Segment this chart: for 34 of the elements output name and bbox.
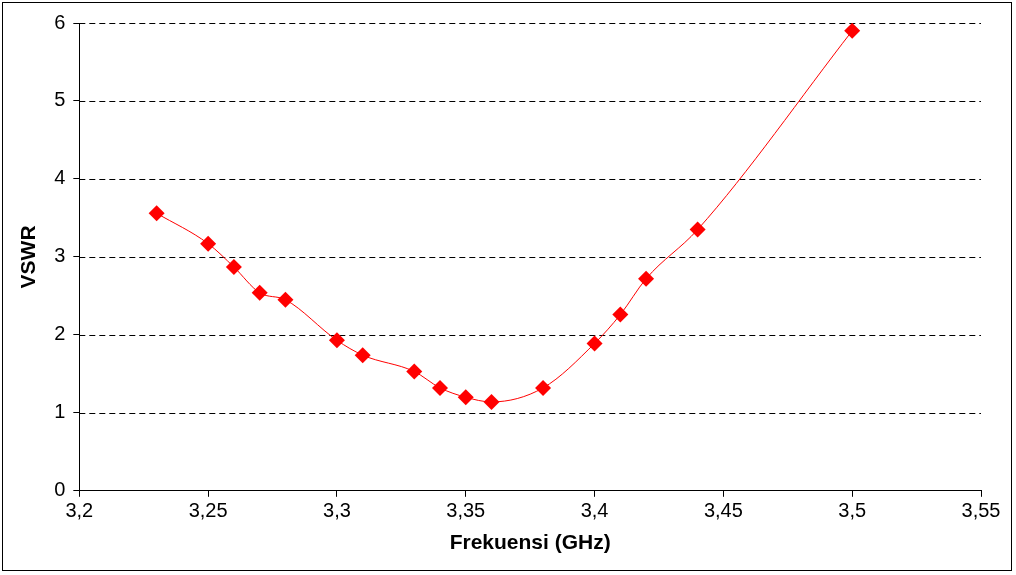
x-tick-label: 3,25: [188, 499, 228, 522]
x-tick-label: 3,3: [323, 499, 351, 522]
y-tick-label: 2: [54, 322, 66, 345]
y-tick-label: 6: [54, 10, 66, 33]
y-tick-label: 3: [54, 244, 66, 267]
point: [612, 306, 629, 323]
point: [457, 389, 474, 406]
x-tick-label: 3,4: [580, 499, 609, 522]
point: [638, 270, 655, 287]
point: [225, 259, 242, 276]
point: [406, 363, 423, 380]
point: [277, 291, 294, 308]
x-tick-label: 3,5: [838, 499, 867, 522]
y-tick-label: 0: [54, 478, 66, 501]
point: [200, 235, 217, 252]
point: [586, 335, 603, 352]
y-axis-title: VSWR: [16, 225, 40, 289]
point: [844, 23, 861, 39]
point: [251, 284, 268, 301]
point: [431, 379, 448, 396]
x-axis-title: Frekuensi (GHz): [449, 530, 611, 554]
point: [328, 332, 345, 349]
point: [689, 221, 706, 238]
point: [535, 379, 552, 396]
y-tick-label: 1: [54, 400, 66, 423]
y-tick-label: 5: [54, 88, 66, 111]
x-tick-label: 3,45: [703, 499, 743, 522]
x-tick-label: 3,35: [446, 499, 486, 522]
point: [483, 393, 500, 410]
x-tick-label: 3,55: [961, 499, 1001, 522]
point: [148, 205, 165, 222]
y-tick-label: 4: [54, 166, 66, 189]
x-tick-label: 3,2: [65, 499, 94, 522]
point: [354, 347, 371, 364]
